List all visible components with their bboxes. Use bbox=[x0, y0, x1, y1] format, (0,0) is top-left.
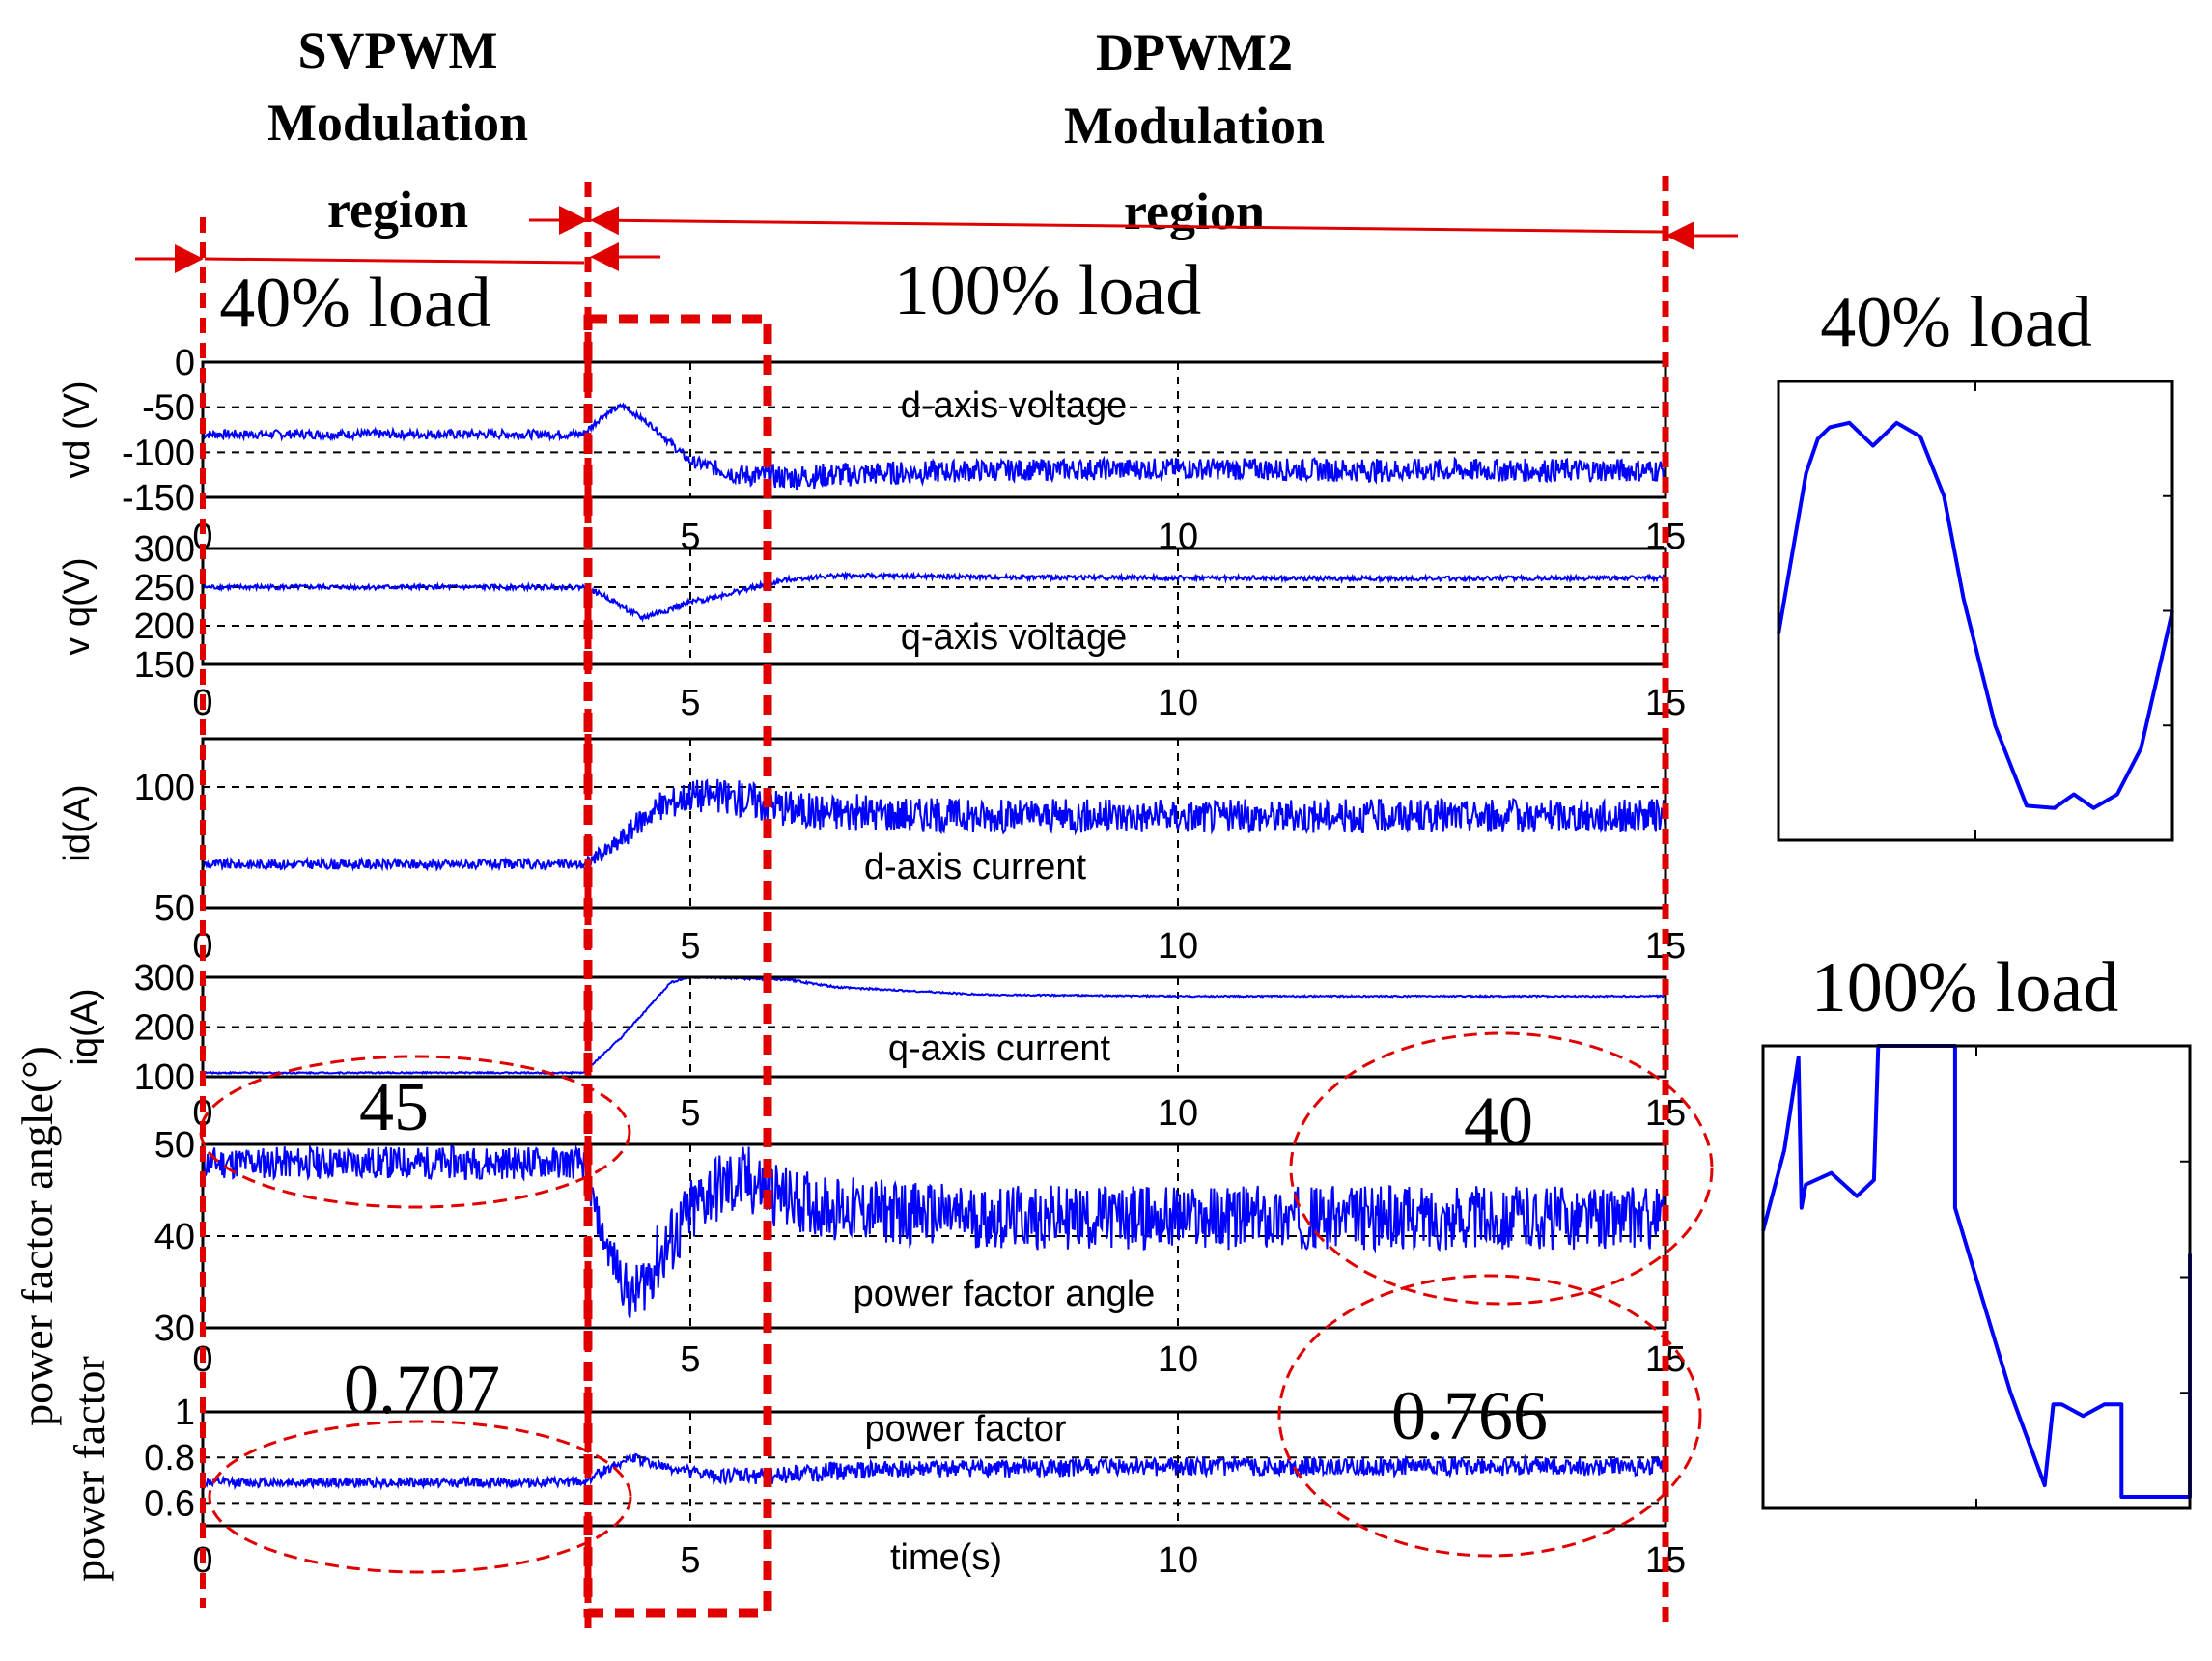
inset-box-inset100 bbox=[1761, 1044, 2192, 1510]
pf-annotation-left: 0.707 bbox=[344, 1351, 500, 1428]
y-tick-label-pfa: 50 bbox=[154, 1125, 195, 1166]
y-tick-label-vd: -100 bbox=[122, 433, 195, 473]
y-tick-label-iq: 300 bbox=[134, 958, 195, 999]
inset-title-inset40: 40% load bbox=[1820, 283, 2092, 362]
series-line-id bbox=[202, 778, 1666, 872]
y-tick-label-pfa: 30 bbox=[154, 1309, 195, 1349]
pfa-annotation-left: 45 bbox=[359, 1068, 429, 1145]
arrow-dpwm-span bbox=[590, 206, 1664, 236]
dpwm-title-line1: DPWM2 bbox=[1096, 23, 1293, 81]
pf-annotation-right: 0.766 bbox=[1391, 1377, 1548, 1454]
subplot-title-vq: q-axis voltage bbox=[901, 617, 1127, 658]
inset-inset40: 40% load bbox=[1777, 283, 2174, 842]
y-tick-label-vd: -50 bbox=[142, 388, 195, 429]
series-line-vd bbox=[202, 402, 1666, 491]
dpwm-title-line3: region bbox=[1124, 183, 1265, 240]
inset-waveform-inset100 bbox=[1761, 1044, 2192, 1499]
y-axis-label-vq: v q(V) bbox=[57, 557, 98, 655]
y-axis-label-vd: vd (V) bbox=[57, 380, 98, 478]
arrow-svpwm-span bbox=[204, 257, 585, 265]
y-tick-label-vq: 300 bbox=[134, 529, 195, 570]
x-tick-label-pf: 10 bbox=[1158, 1540, 1198, 1581]
inset-box-inset40 bbox=[1777, 380, 2174, 842]
x-tick-label-pfa: 10 bbox=[1158, 1339, 1198, 1380]
svpwm-title-line3: region bbox=[327, 181, 468, 239]
x-tick-label-iq: 5 bbox=[680, 1093, 700, 1134]
subplot-title-id: d-axis current bbox=[864, 847, 1087, 887]
inset-title-inset100: 100% load bbox=[1811, 948, 2119, 1028]
load-label-left: 40% load bbox=[219, 264, 491, 343]
y-tick-label-vq: 200 bbox=[134, 606, 195, 647]
subplot-title-pf: power factor bbox=[864, 1409, 1066, 1450]
series-line-pfa bbox=[202, 1143, 1666, 1318]
y-tick-label-id: 50 bbox=[154, 888, 195, 929]
x-tick-label-vq: 10 bbox=[1158, 683, 1198, 723]
y-axis-label-id: id(A) bbox=[57, 784, 98, 861]
subplot-title-vd: d-axis voltage bbox=[901, 385, 1127, 426]
x-tick-label-id: 10 bbox=[1158, 926, 1198, 967]
inset-inset100: 100% load bbox=[1761, 948, 2192, 1510]
y-tick-label-pf: 1 bbox=[175, 1393, 195, 1433]
ellipse-pfa-left bbox=[199, 1055, 631, 1209]
ellipse-pf-left bbox=[208, 1420, 632, 1574]
transition-box bbox=[583, 314, 772, 1618]
series-line-pf bbox=[202, 1452, 1666, 1491]
svpwm-title-line1: SVPWM bbox=[298, 21, 498, 79]
y-tick-label-vq: 250 bbox=[134, 568, 195, 608]
y-axis-label-iq: iq(A) bbox=[65, 988, 105, 1065]
y-tick-label-pf: 0.6 bbox=[144, 1483, 195, 1524]
subplot-title-iq: q-axis current bbox=[888, 1028, 1111, 1069]
x-tick-label-vq: 5 bbox=[680, 683, 700, 723]
subplot-title-pfa: power factor angle bbox=[854, 1274, 1156, 1314]
ellipse-pfa-right bbox=[1289, 1031, 1714, 1306]
region-arrows bbox=[135, 206, 1738, 273]
y-tick-label-vd: -150 bbox=[122, 478, 195, 519]
y-axis-label-pf: power factor bbox=[65, 1356, 114, 1582]
x-tick-label-pfa: 5 bbox=[680, 1339, 700, 1380]
x-tick-label-pf: 5 bbox=[680, 1540, 700, 1581]
y-tick-label-pfa: 40 bbox=[154, 1217, 195, 1257]
region-markers bbox=[199, 176, 1714, 1637]
svpwm-title-line2: Modulation bbox=[267, 94, 528, 152]
y-tick-label-vd: 0 bbox=[175, 343, 195, 383]
series-line-vq bbox=[202, 570, 1666, 623]
x-tick-label-id: 5 bbox=[680, 926, 700, 967]
y-tick-label-vq: 150 bbox=[134, 645, 195, 686]
load-label-right: 100% load bbox=[894, 251, 1202, 330]
ellipse-pf-right bbox=[1277, 1274, 1702, 1558]
x-axis-label-pf: time(s) bbox=[890, 1537, 1002, 1578]
insets: 40% load 100% load bbox=[1761, 283, 2192, 1510]
y-axis-label-pfa: power factor angle(°) bbox=[13, 1046, 62, 1426]
y-tick-label-iq: 100 bbox=[134, 1057, 195, 1098]
x-tick-label-iq: 0 bbox=[192, 1093, 212, 1134]
dpwm-title-line2: Modulation bbox=[1064, 97, 1325, 155]
y-tick-label-id: 100 bbox=[134, 768, 195, 808]
y-tick-label-iq: 200 bbox=[134, 1008, 195, 1049]
x-tick-label-iq: 10 bbox=[1158, 1093, 1198, 1134]
pfa-annotation-right: 40 bbox=[1464, 1083, 1533, 1160]
inset-waveform-inset40 bbox=[1777, 420, 2174, 810]
series-line-iq bbox=[202, 975, 1666, 1076]
y-tick-label-pf: 0.8 bbox=[144, 1438, 195, 1478]
